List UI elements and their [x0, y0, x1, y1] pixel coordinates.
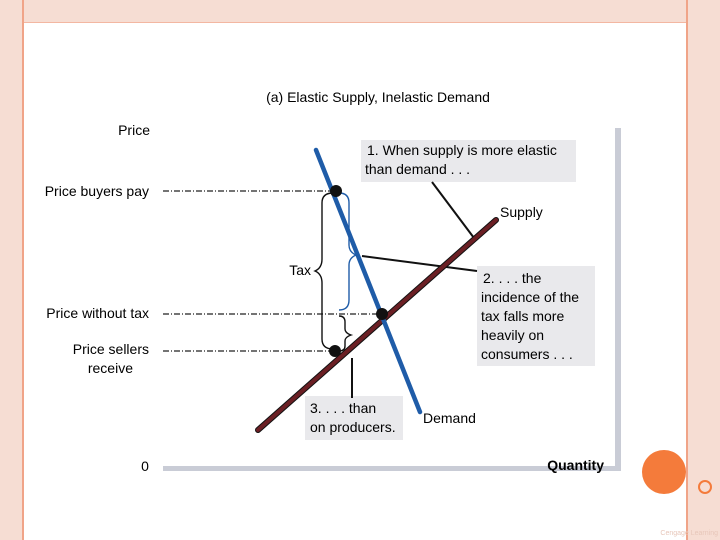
- decorative-small-circle: [698, 480, 712, 494]
- decorative-orange-circle: [642, 450, 686, 494]
- callout-3-line-2: on producers.: [310, 419, 396, 435]
- credit-text: Cengage Learning: [660, 530, 718, 537]
- price-without-tax-label: Price without tax: [46, 305, 149, 321]
- callout-2-box: [477, 266, 595, 366]
- callout-3-box: [305, 396, 403, 440]
- chart-title: (a) Elastic Supply, Inelastic Demand: [266, 89, 490, 105]
- callout-3-line-1: 3. . . . than: [310, 400, 376, 416]
- callout-1-line-1: 1. When supply is more elastic: [367, 142, 557, 158]
- price-sellers-receive-label-2: receive: [88, 360, 133, 376]
- callout-2-line-4: heavily on: [481, 327, 544, 343]
- frame-right-band: [686, 0, 720, 540]
- frame-top-line: [24, 22, 686, 23]
- frame-left-band: [0, 0, 22, 540]
- frame-top-band: [24, 0, 686, 22]
- origin-label: 0: [141, 458, 149, 474]
- tax-label: Tax: [289, 262, 311, 278]
- supply-curve: [256, 218, 498, 432]
- callout-2-pointer: [361, 255, 478, 272]
- producer-burden-brace: [338, 315, 354, 352]
- price-buyers-point: [330, 185, 342, 197]
- callout-2-line-1: 2. . . . the: [483, 270, 542, 286]
- tax-brace: [313, 192, 334, 350]
- price-sellers-point: [329, 345, 341, 357]
- callout-2-line-5: consumers . . .: [481, 346, 573, 362]
- frame-right-line: [686, 0, 688, 540]
- frame-left-line: [22, 0, 24, 540]
- callout-1-box: [361, 140, 576, 182]
- callout-1-pointer: [431, 181, 475, 239]
- price-buyers-pay-label: Price buyers pay: [45, 183, 149, 199]
- demand-curve-label: Demand: [423, 410, 476, 426]
- callout-2-line-3: tax falls more: [481, 308, 564, 324]
- x-axis-label: Quantity: [547, 457, 604, 473]
- price-sellers-receive-label-1: Price sellers: [73, 341, 149, 357]
- consumer-burden-brace: [338, 192, 358, 311]
- callout-2-line-2: incidence of the: [481, 289, 579, 305]
- no-tax-equilibrium-point: [376, 308, 388, 320]
- callout-1-line-2: than demand . . .: [365, 161, 470, 177]
- y-axis-label: Price: [118, 122, 150, 138]
- supply-curve-label: Supply: [500, 204, 543, 220]
